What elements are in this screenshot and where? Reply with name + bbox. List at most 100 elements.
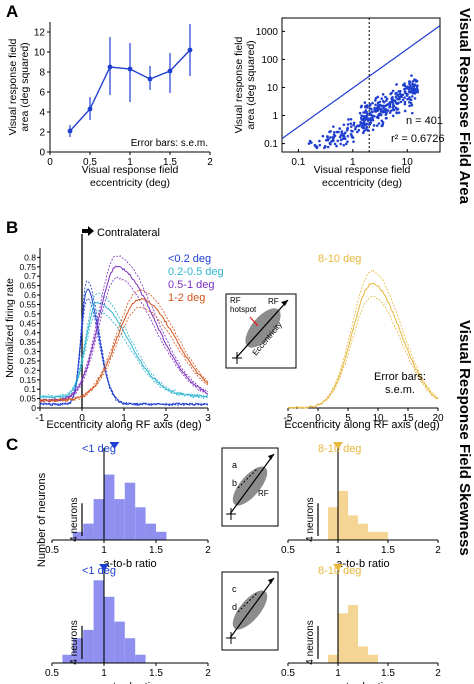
scatter-point [416,90,420,94]
scatter-point [359,121,363,125]
inset-rf-hotspot-label-1: RF [230,296,241,305]
x-tick-label: 1.5 [381,668,395,679]
scatter-point [388,105,391,109]
scatter-point [333,130,336,134]
curve-blue-sem [39,280,209,406]
legend-purple: 0.5-1 deg [168,279,214,291]
curve-purple-sem [39,255,209,402]
scatter-point [339,138,343,142]
scatter-point [347,118,350,121]
scatter-point [360,114,363,118]
x-axis-label: a-to-b ratio [336,558,389,570]
histogram-bar [135,654,146,663]
scatter-point [403,96,406,99]
scatter-point [391,107,395,111]
histogram-bar [114,621,125,663]
scatter-point [396,97,399,101]
x-tick-label: 2 [205,668,211,679]
x-tick-label: 2 [435,545,441,556]
x-tick-label: 20 [432,413,444,424]
inset-letter-1: c [232,584,237,594]
y-axis-label-line1: Visual response field [7,38,19,135]
chart-firing-rate-large-rf: -5 0 5 10 15 20 8-10 deg Error bars:s.e.m. Eccen… [284,253,444,431]
scatter-point [411,82,414,86]
panel-label-b: B [6,218,18,237]
scatter-point [337,130,340,134]
scatter-point [395,83,398,86]
scatter-point [344,131,347,134]
scatter-point [361,126,365,130]
scatter-point [389,92,392,96]
histogram-bar [368,654,378,663]
scale-bar-label: 4 neurons [305,497,316,541]
group-label: <1 deg [82,565,116,577]
scatter-point [346,134,350,138]
scatter-point [333,134,337,138]
scatter-point [364,117,367,121]
scatter-point [326,135,329,139]
scatter-point [401,98,405,102]
scatter-point [378,100,382,104]
scatter-point [391,105,395,109]
inset-rf-label: RF [268,297,279,306]
scatter-point [349,122,353,125]
group-label: 8-10 deg [318,443,361,455]
scatter-point [346,140,349,143]
y-tick-label: 0.1 [24,384,36,394]
scatter-point [374,103,377,107]
legend-gold: 8-10 deg [318,253,361,265]
scatter-point [390,109,393,112]
x-axis-label-line1: Visual response field [82,164,179,176]
scatter-point [377,104,380,108]
scatter-point [321,134,325,138]
scatter-point [408,100,411,104]
scatter-point [329,136,332,139]
scatter-point [356,130,359,134]
scatter-point [342,123,346,127]
panel-label-c: C [6,435,18,454]
rf-axis-line [229,453,275,515]
scatter-point [385,111,388,115]
scatter-point [374,108,377,111]
scatter-point [396,107,400,111]
histogram-bar [83,629,94,663]
scatter-point [409,86,413,90]
scatter-point [326,145,330,149]
y-axis-label-line1: Visual response field [233,36,245,133]
scatter-point [371,101,374,105]
scatter-point [409,91,412,94]
x-tick-label: -1 [36,413,45,424]
hotspot-arrow [249,316,259,327]
scatter-point [405,94,409,97]
scatter-point [394,95,398,99]
y-tick-label: 0.65 [19,281,36,291]
scatter-point [370,110,374,113]
contralateral-arrow-icon [82,226,94,236]
n-label: n = 401 [406,115,443,127]
y-tick-label: 0.45 [19,318,36,328]
scatter-point [412,86,416,90]
inset-letter-2: d [232,602,237,612]
x-tick-label: 3 [205,413,211,424]
x-tick-label: 0.5 [45,545,59,556]
perpendicular-line [237,591,259,613]
histogram-bar [348,605,358,663]
scatter-point [398,95,402,99]
y-tick-label: 0.55 [19,299,36,309]
y-tick-label: 0.4 [24,328,36,338]
scatter-point [369,118,373,122]
panel-label-a: A [6,2,18,21]
x-tick-label: 2 [205,545,211,556]
x-axis-label-line2: eccentricity (deg) [322,177,402,189]
scatter-point [365,114,369,118]
scatter-point [384,99,388,102]
y-tick-label: 12 [34,28,46,39]
y-tick-label: 4 [39,108,45,119]
scatter-point [359,116,363,120]
legend-blue: <0.2 deg [168,253,211,265]
scatter-point [379,109,383,113]
scatter-point [399,100,403,104]
scatter-point [394,101,398,104]
